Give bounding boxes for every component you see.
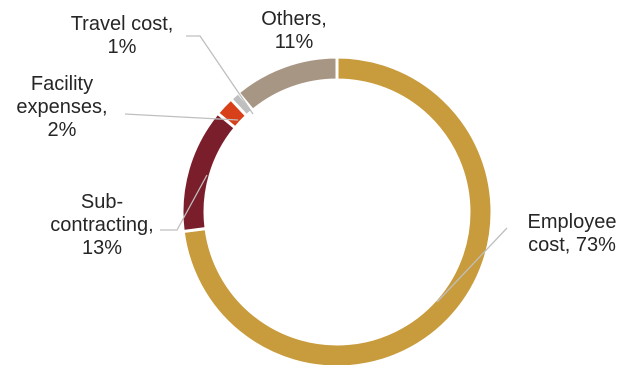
leader-line-employee-cost (436, 227, 508, 303)
data-label-line: cost, 73% (528, 234, 616, 256)
leader-line-travel-cost (186, 35, 254, 115)
leader-lines (124, 35, 508, 303)
data-label-line: 11% (275, 31, 314, 53)
data-label-line: Employee (528, 211, 617, 233)
data-label-line: Facility (31, 73, 93, 95)
data-label-travel-cost: Travel cost, 1% (71, 13, 174, 58)
data-label-sub-contracting: Sub-contracting, 13% (50, 191, 153, 259)
slice-sub-contracting (180, 111, 238, 234)
data-label-line: 13% (82, 237, 122, 259)
slice-employee-cost (181, 55, 494, 365)
data-label-line: Others, (261, 8, 327, 30)
data-label-line: contracting, (50, 214, 153, 236)
slice-others (236, 55, 339, 113)
data-label-line: 1% (108, 36, 137, 58)
leader-line-sub-contracting (160, 174, 208, 231)
data-labels: Employee cost, 73% Sub-contracting, 13% Faci… (16, 8, 616, 259)
data-label-facility-expenses: Facility expenses, 2% (16, 73, 107, 141)
data-label-line: expenses, (16, 96, 107, 118)
data-label-line: Sub- (81, 191, 123, 213)
leader-line-facility-expenses (124, 113, 239, 121)
data-label-line: Travel cost, (71, 13, 174, 35)
data-label-employee-cost: Employee cost, 73% (528, 211, 617, 256)
data-label-line: 2% (48, 119, 77, 141)
data-label-others: Others, 11% (261, 8, 327, 53)
donut-slices (180, 55, 494, 365)
